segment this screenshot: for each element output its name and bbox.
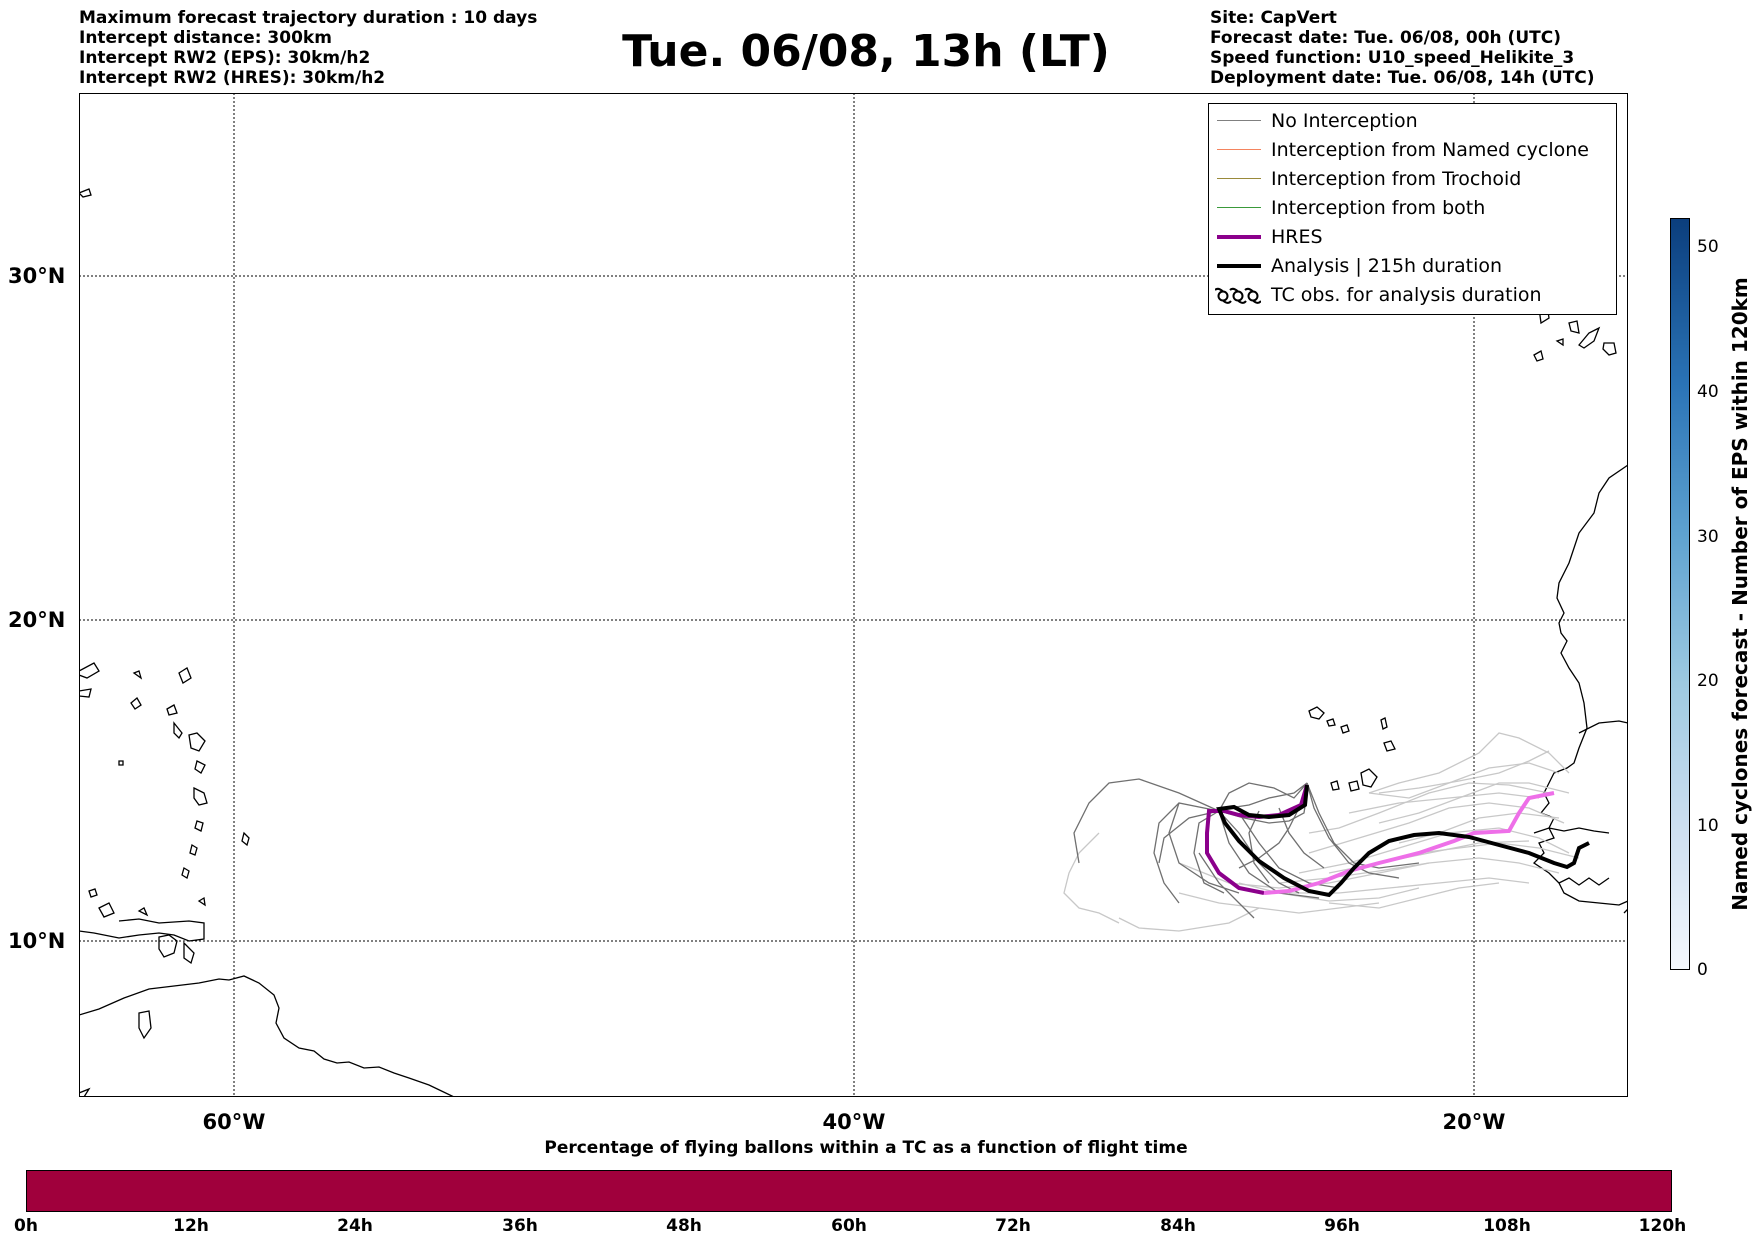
west-africa-coast — [1532, 464, 1628, 906]
flight-time-colorbar — [26, 1170, 1672, 1212]
info-line: Intercept RW2 (HRES): 30km/h2 — [79, 68, 386, 88]
info-line: Intercept distance: 300km — [79, 28, 332, 48]
colorbar-tick: 0 — [1697, 960, 1708, 980]
legend-swatch-hres — [1217, 235, 1261, 239]
info-line: Speed function: U10_speed_Helikite_3 — [1210, 48, 1575, 68]
colorbar-tick: 30 — [1697, 527, 1719, 547]
colorbar-tick: 96h — [1324, 1216, 1360, 1236]
lon-label-60w: 60°W — [202, 1110, 266, 1134]
lat-label-10n: 10°N — [8, 929, 66, 953]
coastlines — [79, 188, 1628, 1097]
colorbar-tick: 0h — [14, 1216, 38, 1236]
colorbar-label: Named cyclones forecast - Number of EPS … — [1728, 277, 1752, 911]
site-parameters: Site: CapVert Forecast date: Tue. 06/08,… — [1210, 8, 1595, 88]
hres-track-late — [1263, 791, 1555, 895]
colorbar-tick: 50 — [1697, 237, 1719, 257]
colorbar-tick: 108h — [1483, 1216, 1531, 1236]
legend-label: Interception from Named cyclone — [1271, 139, 1589, 161]
info-line: Forecast date: Tue. 06/08, 00h (UTC) — [1210, 28, 1561, 48]
colorbar-tick: 10 — [1697, 816, 1719, 836]
page-title: Tue. 06/08, 13h (LT) — [622, 26, 1110, 77]
info-line: Deployment date: Tue. 06/08, 14h (UTC) — [1210, 68, 1595, 88]
legend-label: HRES — [1271, 226, 1323, 248]
legend-swatch-analysis — [1217, 264, 1261, 268]
colorbar-tick: 48h — [666, 1216, 702, 1236]
hres-trajectory — [1205, 784, 1555, 895]
colorbar-tick: 60h — [831, 1216, 867, 1236]
legend-label: No Interception — [1271, 110, 1418, 132]
flight-time-colorbar-title: Percentage of flying ballons within a TC… — [544, 1138, 1188, 1158]
colorbar-tick: 120h — [1638, 1216, 1687, 1236]
analysis-trajectory — [1216, 784, 1590, 898]
lat-label-30n: 30°N — [8, 264, 66, 288]
south-america-coast — [79, 975, 455, 1097]
legend-swatch-both — [1217, 207, 1261, 208]
legend-label: Interception from Trochoid — [1271, 168, 1522, 190]
antilles-islands — [178, 667, 192, 684]
info-line: Maximum forecast trajectory duration : 1… — [79, 8, 538, 28]
trinidad-island — [158, 934, 178, 958]
legend-label: Interception from both — [1271, 197, 1486, 219]
colorbar-tick: 36h — [502, 1216, 538, 1236]
gridlines — [79, 93, 1628, 1097]
colorbar-tick: 84h — [1160, 1216, 1196, 1236]
colorbar-tick: 20 — [1697, 671, 1719, 691]
legend-label: Analysis | 215h duration — [1271, 255, 1503, 277]
legend-label: TC obs. for analysis duration — [1271, 284, 1542, 306]
named-cyclones-colorbar — [1670, 218, 1690, 970]
ensemble-trajectories-dark — [1073, 778, 1420, 919]
lon-label-20w: 20°W — [1442, 1110, 1506, 1134]
colorbar-tick: 40 — [1697, 382, 1719, 402]
colorbar-tick: 12h — [173, 1216, 209, 1236]
legend-swatch-no-interception — [1217, 120, 1261, 121]
legend-swatch-trochoid — [1217, 178, 1261, 179]
colorbar-tick: 24h — [337, 1216, 373, 1236]
info-line: Site: CapVert — [1210, 8, 1337, 28]
lon-label-40w: 40°W — [822, 1110, 886, 1134]
lat-label-20n: 20°N — [8, 608, 66, 632]
info-line: Intercept RW2 (EPS): 30km/h2 — [79, 48, 371, 68]
forecast-parameters: Maximum forecast trajectory duration : 1… — [79, 8, 537, 88]
colorbar-tick: 72h — [995, 1216, 1031, 1236]
map-legend: No Interception Interception from Named … — [1208, 103, 1617, 315]
cape-verde-islands — [1308, 706, 1325, 720]
legend-swatch-named-cyclone — [1217, 149, 1261, 150]
cyclone-symbols-icon — [1215, 287, 1261, 304]
hres-track-early — [1205, 784, 1309, 895]
